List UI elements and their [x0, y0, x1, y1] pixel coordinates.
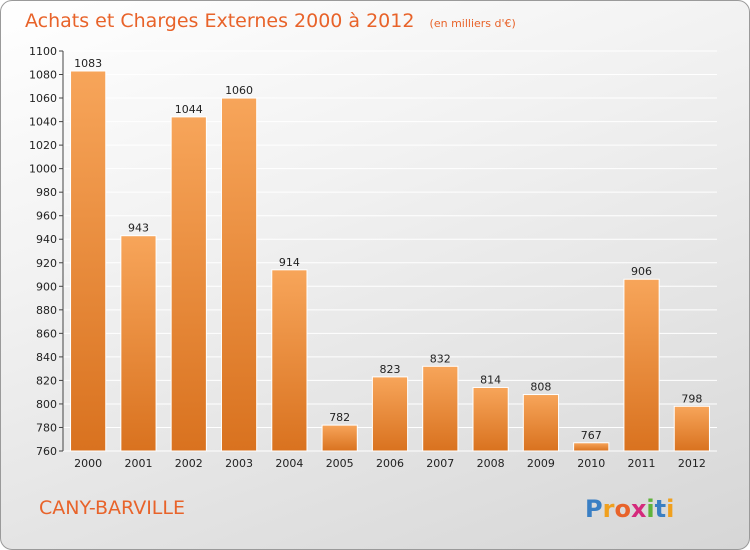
- x-tick-label-2004: 2004: [275, 457, 303, 470]
- proxiti-logo: Proxiti: [585, 495, 674, 523]
- y-tick-label: 1000: [29, 163, 57, 176]
- y-tick-label: 1020: [29, 139, 57, 152]
- logo-letter: P: [585, 495, 603, 523]
- bar-2011: [623, 278, 660, 452]
- bar-2005: [321, 424, 358, 452]
- bar-2009: [522, 394, 560, 452]
- data-label-2003: 1060: [225, 84, 253, 97]
- data-label-2001: 943: [128, 222, 149, 235]
- chart-title: Achats et Charges Externes 2000 à 2012 (…: [25, 10, 516, 32]
- logo-letter: r: [603, 495, 615, 523]
- y-tick-label: 1060: [29, 92, 57, 105]
- data-label-2012: 798: [681, 392, 702, 405]
- x-tick-label-2009: 2009: [527, 457, 555, 470]
- bar-2010: [573, 442, 610, 452]
- logo-letter: t: [655, 495, 666, 523]
- x-tick-label-2005: 2005: [326, 457, 354, 470]
- bar-2007: [422, 365, 459, 452]
- logo-letter: i: [646, 495, 654, 523]
- bar-2008: [472, 386, 509, 452]
- data-label-2002: 1044: [175, 103, 203, 116]
- bar-2004: [271, 269, 308, 452]
- y-tick-label: 800: [36, 398, 57, 411]
- data-label-2000: 1083: [74, 57, 102, 70]
- x-tick-label-2006: 2006: [376, 457, 404, 470]
- data-label-2004: 914: [279, 256, 300, 269]
- data-label-2006: 823: [380, 363, 401, 376]
- x-axis-labels: 2000 2001 2002 2003 2004 2005 2006 2007 2008 2009…: [74, 457, 706, 470]
- x-tick-label-2000: 2000: [74, 457, 102, 470]
- y-tick-label: 880: [36, 304, 57, 317]
- bar-2001: [120, 235, 157, 452]
- city-name: CANY-BARVILLE: [39, 497, 185, 519]
- y-tick-label: 840: [36, 351, 57, 364]
- bar-2002: [170, 116, 207, 452]
- bar-2006: [371, 376, 409, 452]
- data-label-2010: 767: [581, 429, 602, 442]
- y-axis: 760 780 800 820 840 860 880 900 920 940 960 980 1000…: [29, 45, 64, 458]
- data-label-2007: 832: [430, 352, 451, 365]
- data-label-2008: 814: [480, 373, 501, 386]
- y-tick-label: 820: [36, 374, 57, 387]
- x-tick-label-2010: 2010: [577, 457, 605, 470]
- data-label-2005: 782: [329, 411, 350, 424]
- x-tick-label-2002: 2002: [175, 457, 203, 470]
- y-tick-label: 900: [36, 280, 57, 293]
- bar-2003: [220, 97, 258, 452]
- y-tick-label: 780: [36, 421, 57, 434]
- y-tick-label: 860: [36, 327, 57, 340]
- logo-letter: i: [666, 495, 674, 523]
- y-tick-label: 1040: [29, 116, 57, 129]
- y-tick-label: 1100: [29, 45, 57, 58]
- y-tick-label: 1080: [29, 69, 57, 82]
- x-tick-label-2008: 2008: [477, 457, 505, 470]
- data-label-2009: 808: [530, 381, 551, 394]
- chart-subtitle: (en milliers d'€): [430, 17, 516, 30]
- x-tick-label-2011: 2011: [628, 457, 656, 470]
- x-tick-label-2001: 2001: [124, 457, 152, 470]
- data-labels: 1083 943 1044 1060 914 782 823 832 814 808 767 906 7…: [74, 57, 702, 442]
- y-tick-label: 980: [36, 186, 57, 199]
- logo-letter: o: [614, 495, 631, 523]
- x-tick-label-2003: 2003: [225, 457, 253, 470]
- y-tick-label: 760: [36, 445, 57, 458]
- y-tick-label: 940: [36, 233, 57, 246]
- logo-letter: x: [631, 495, 647, 523]
- y-tick-label: 960: [36, 210, 57, 223]
- chart-title-main: Achats et Charges Externes 2000 à 2012: [25, 10, 414, 32]
- bar-2012: [673, 405, 710, 452]
- bars: [70, 70, 710, 452]
- y-tick-label: 920: [36, 257, 57, 270]
- x-tick-label-2012: 2012: [678, 457, 706, 470]
- x-tick-label-2007: 2007: [426, 457, 454, 470]
- bar-2000: [70, 70, 107, 452]
- data-label-2011: 906: [631, 265, 652, 278]
